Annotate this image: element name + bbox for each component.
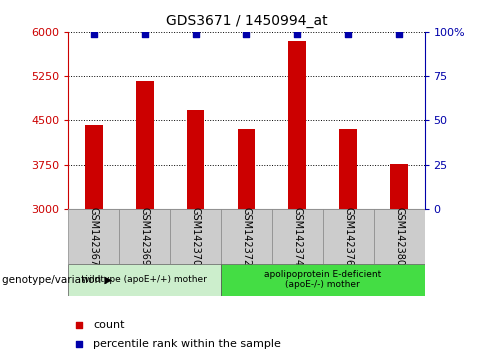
Bar xyxy=(119,209,170,264)
Point xyxy=(340,272,347,278)
Text: GSM142374: GSM142374 xyxy=(292,207,303,266)
Point xyxy=(293,31,301,36)
Point xyxy=(192,31,200,36)
Point xyxy=(395,31,403,36)
Text: percentile rank within the sample: percentile rank within the sample xyxy=(93,339,281,349)
Bar xyxy=(221,264,425,296)
Point xyxy=(345,31,352,36)
Bar xyxy=(170,209,221,264)
Bar xyxy=(68,264,221,296)
Text: genotype/variation ▶: genotype/variation ▶ xyxy=(2,275,113,285)
Bar xyxy=(323,209,374,264)
Bar xyxy=(136,81,154,209)
Bar xyxy=(339,129,357,209)
Title: GDS3671 / 1450994_at: GDS3671 / 1450994_at xyxy=(165,14,327,28)
Text: GSM142372: GSM142372 xyxy=(242,207,251,266)
Text: count: count xyxy=(93,320,125,330)
Bar xyxy=(288,41,306,209)
Bar xyxy=(272,209,323,264)
Text: GSM142369: GSM142369 xyxy=(140,207,150,266)
Text: apolipoprotein E-deficient
(apoE-/-) mother: apolipoprotein E-deficient (apoE-/-) mot… xyxy=(264,270,382,289)
Text: wildtype (apoE+/+) mother: wildtype (apoE+/+) mother xyxy=(82,275,207,284)
Point xyxy=(141,31,148,36)
Point xyxy=(90,31,98,36)
Text: GSM142370: GSM142370 xyxy=(190,207,201,266)
Bar xyxy=(68,209,119,264)
Bar xyxy=(85,125,102,209)
Text: GSM142367: GSM142367 xyxy=(89,207,99,266)
Bar xyxy=(390,164,408,209)
Bar xyxy=(186,110,204,209)
Point xyxy=(340,98,347,104)
Text: GSM142376: GSM142376 xyxy=(343,207,353,266)
Bar xyxy=(238,129,255,209)
Bar xyxy=(374,209,425,264)
Text: GSM142380: GSM142380 xyxy=(394,207,404,266)
Bar xyxy=(221,209,272,264)
Point xyxy=(243,31,250,36)
